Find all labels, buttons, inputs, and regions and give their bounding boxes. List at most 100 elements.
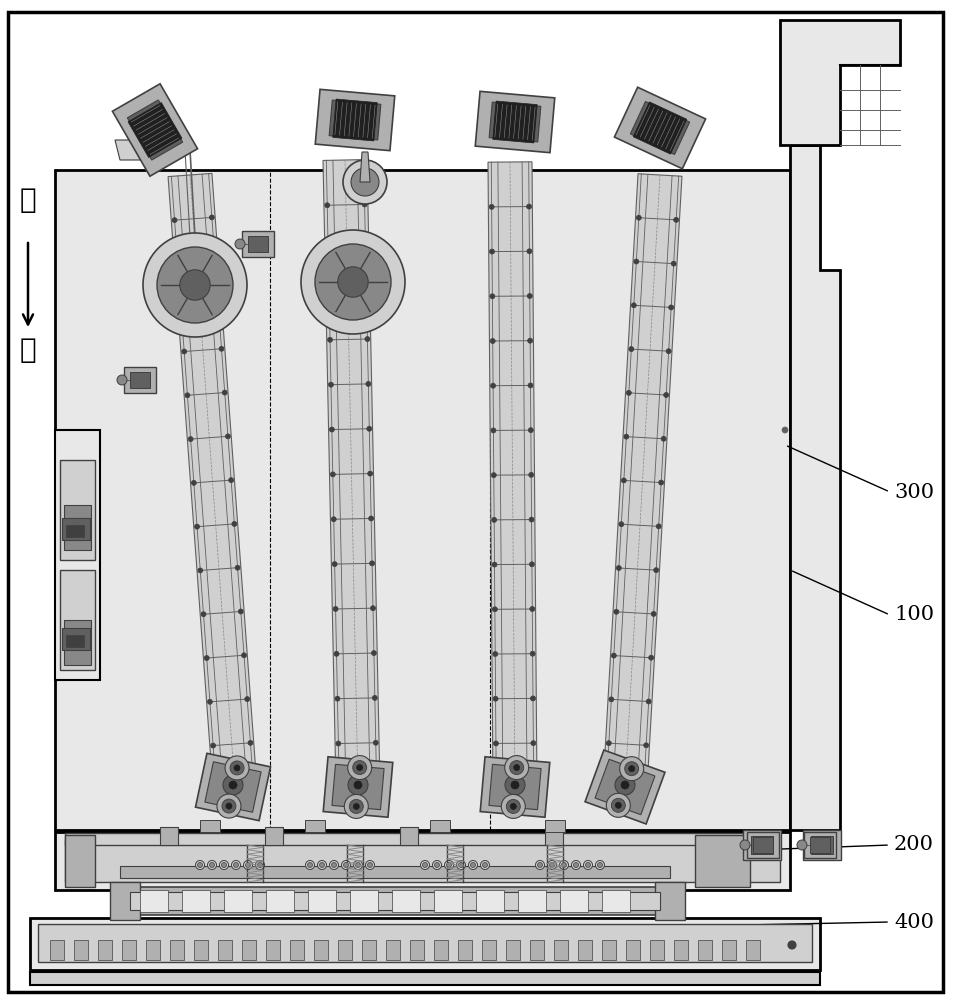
Circle shape [329, 860, 338, 869]
Circle shape [501, 794, 525, 818]
Circle shape [511, 781, 519, 789]
Bar [98, 940, 112, 960]
Circle shape [215, 767, 251, 803]
Text: 100: 100 [894, 605, 934, 624]
Circle shape [625, 762, 639, 776]
Polygon shape [780, 20, 900, 145]
Bar [698, 940, 712, 960]
Circle shape [181, 349, 187, 354]
Circle shape [621, 781, 629, 789]
Bar [30, 918, 820, 970]
Bar [60, 570, 95, 670]
Circle shape [329, 427, 334, 432]
Circle shape [327, 292, 331, 297]
Bar [55, 832, 790, 890]
Circle shape [797, 840, 807, 850]
Circle shape [530, 696, 536, 701]
Polygon shape [168, 173, 257, 790]
Circle shape [615, 775, 635, 795]
Polygon shape [585, 750, 665, 824]
Bar [722, 940, 736, 960]
Circle shape [235, 239, 245, 249]
Circle shape [661, 436, 667, 441]
Circle shape [510, 761, 523, 775]
Circle shape [195, 524, 200, 529]
Circle shape [248, 740, 253, 745]
Bar [290, 940, 304, 960]
Circle shape [372, 695, 377, 700]
Bar [120, 866, 670, 878]
Circle shape [333, 606, 338, 611]
Polygon shape [480, 757, 550, 817]
Polygon shape [131, 372, 150, 388]
Circle shape [157, 247, 233, 323]
Bar [65, 835, 95, 887]
Circle shape [342, 860, 350, 869]
Bar [74, 940, 88, 960]
Bar [458, 940, 472, 960]
Circle shape [505, 775, 525, 795]
Polygon shape [200, 820, 220, 832]
Circle shape [222, 862, 226, 867]
Circle shape [143, 233, 247, 337]
Polygon shape [430, 820, 450, 832]
Circle shape [497, 767, 533, 803]
Polygon shape [196, 753, 270, 821]
Circle shape [198, 568, 202, 573]
Bar [66, 525, 84, 537]
Bar [695, 835, 750, 887]
Circle shape [207, 699, 212, 704]
Circle shape [647, 699, 651, 704]
Circle shape [353, 860, 363, 869]
Circle shape [614, 609, 619, 614]
Circle shape [331, 517, 336, 522]
Polygon shape [124, 367, 156, 393]
Circle shape [624, 434, 628, 439]
Polygon shape [248, 236, 267, 252]
Circle shape [528, 428, 533, 433]
Circle shape [369, 516, 373, 521]
Circle shape [355, 862, 360, 867]
Circle shape [493, 652, 498, 657]
Circle shape [504, 756, 529, 780]
Circle shape [494, 741, 499, 746]
Bar [64, 620, 91, 665]
Bar [476, 890, 504, 912]
Polygon shape [113, 84, 198, 176]
Circle shape [301, 230, 405, 334]
Circle shape [185, 393, 190, 398]
Circle shape [231, 860, 241, 869]
Bar [38, 924, 812, 962]
Circle shape [209, 215, 214, 220]
Bar [308, 890, 336, 912]
Circle shape [571, 860, 581, 869]
Circle shape [370, 561, 374, 566]
Circle shape [530, 606, 535, 611]
Bar [265, 827, 283, 845]
Polygon shape [493, 101, 538, 143]
Circle shape [514, 765, 520, 771]
Circle shape [648, 655, 653, 660]
Circle shape [529, 562, 535, 567]
Bar [182, 890, 210, 912]
Bar [65, 840, 780, 882]
Circle shape [245, 862, 250, 867]
Polygon shape [489, 102, 541, 142]
Bar [218, 940, 232, 960]
Polygon shape [360, 152, 370, 182]
Circle shape [172, 218, 177, 223]
Circle shape [620, 757, 644, 781]
Circle shape [353, 803, 359, 809]
Circle shape [626, 390, 631, 395]
Bar [392, 890, 420, 912]
Circle shape [368, 862, 372, 867]
Bar [194, 940, 208, 960]
Circle shape [225, 756, 249, 780]
Text: 200: 200 [894, 836, 934, 854]
Polygon shape [115, 140, 180, 160]
Circle shape [348, 775, 368, 795]
Circle shape [527, 249, 532, 254]
Bar [170, 940, 184, 960]
Bar [554, 940, 568, 960]
Circle shape [357, 765, 363, 771]
